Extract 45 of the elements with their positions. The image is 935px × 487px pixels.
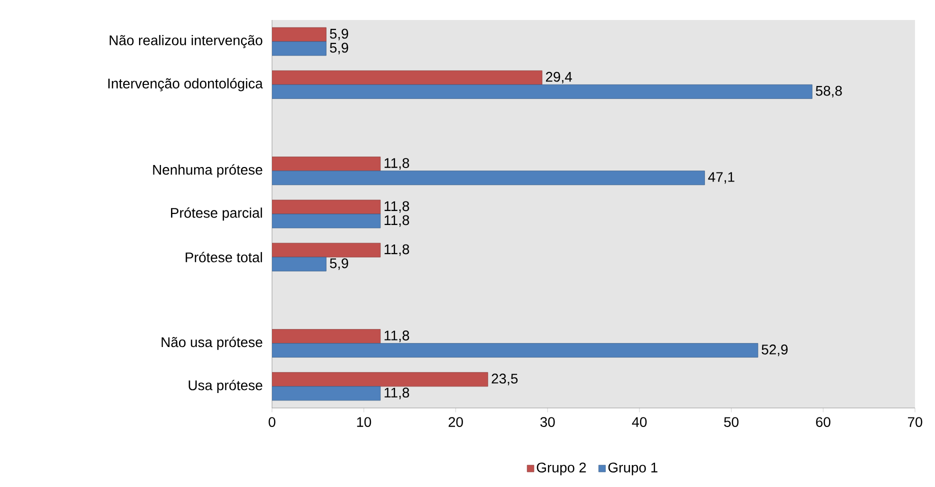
bar — [272, 200, 381, 214]
x-tick-label: 40 — [632, 417, 647, 427]
bar — [272, 329, 381, 344]
data-label: 29,4 — [546, 72, 572, 84]
bar — [272, 170, 705, 186]
bar — [272, 70, 542, 85]
data-label: 5,9 — [330, 42, 348, 54]
y-tick-label: Nenhuma prótese — [153, 164, 262, 178]
data-label: 5,9 — [330, 258, 348, 270]
y-tick-label: Intervenção odontológica — [108, 78, 263, 92]
bar — [272, 84, 812, 99]
x-tick-label: 0 — [268, 417, 276, 427]
data-label: 58,8 — [816, 86, 842, 98]
x-tick-label: 60 — [816, 417, 830, 427]
bar — [272, 372, 488, 387]
data-label: 5,9 — [330, 28, 348, 40]
data-label: 11,8 — [384, 244, 410, 256]
data-label: 52,9 — [762, 344, 788, 356]
bar — [272, 27, 326, 42]
y-tick-label: Prótese parcial — [171, 207, 262, 221]
bar — [272, 256, 326, 272]
bar — [272, 343, 758, 358]
y-tick-label: Não realizou intervenção — [110, 35, 262, 48]
y-tick-label: Usa prótese — [188, 380, 262, 394]
data-label: 47,1 — [708, 172, 734, 184]
bar — [272, 156, 381, 172]
x-tick-label: 10 — [357, 417, 372, 427]
legend-label: Grupo 2 — [536, 462, 586, 476]
legend-label: Grupo 1 — [608, 462, 658, 476]
data-label: 11,8 — [384, 330, 410, 342]
bar — [272, 41, 326, 56]
data-label: 11,8 — [384, 158, 410, 170]
x-tick-label: 50 — [724, 417, 739, 427]
bar — [272, 386, 381, 401]
data-label: 23,5 — [492, 374, 518, 386]
x-tick-label: 70 — [908, 417, 922, 427]
y-tick-label: Não usa prótese — [162, 336, 262, 350]
bar — [272, 242, 381, 258]
y-tick-label: Prótese total — [186, 252, 262, 262]
x-tick-label: 30 — [540, 417, 555, 427]
data-label: 11,8 — [384, 215, 410, 227]
data-label: 11,8 — [384, 201, 410, 213]
x-tick-label: 20 — [448, 417, 463, 427]
bar — [272, 214, 381, 228]
data-label: 11,8 — [384, 388, 410, 400]
